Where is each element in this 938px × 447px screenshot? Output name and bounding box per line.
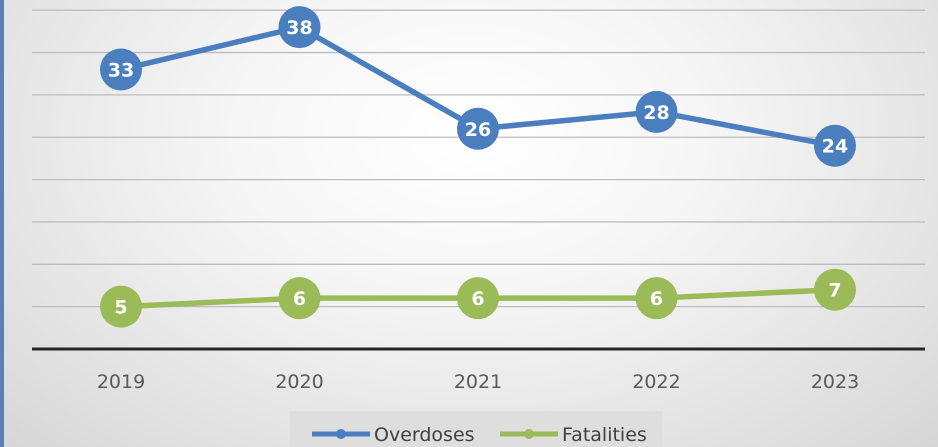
data-label: 6: [471, 288, 484, 310]
legend-item-fatalities: Fatalities: [500, 424, 647, 446]
series-layer: 33 38 26 28 24 5 6 6 6 7: [100, 6, 856, 328]
data-point: [635, 277, 678, 320]
legend-label: Overdoses: [374, 424, 475, 446]
data-label: 38: [286, 17, 312, 39]
data-label: 28: [643, 102, 669, 124]
data-point: [278, 277, 321, 320]
legend-background: [290, 411, 662, 447]
legend: Overdoses Fatalities: [312, 424, 647, 446]
data-point: [457, 107, 499, 150]
x-tick-label: 2019: [97, 371, 145, 393]
data-point: [814, 124, 856, 167]
data-point: [100, 285, 142, 328]
series-overdoses: 33 38 26 28 24: [100, 6, 856, 167]
legend-marker: [524, 429, 534, 439]
data-label: 26: [465, 119, 491, 141]
gridlines: [32, 9, 925, 308]
data-label: 7: [828, 280, 841, 302]
data-label: 24: [822, 136, 848, 158]
x-axis: 2019 2020 2021 2022 2023: [32, 347, 925, 393]
data-point: [457, 277, 499, 320]
data-label: 6: [650, 288, 663, 310]
data-point: [635, 90, 678, 133]
series-fatalities: 5 6 6 6 7: [100, 268, 856, 328]
data-label: 5: [114, 297, 127, 319]
x-tick-label: 2023: [811, 371, 859, 393]
data-point: [278, 6, 321, 49]
data-point: [100, 48, 142, 91]
data-label: 33: [108, 59, 134, 81]
legend-label: Fatalities: [562, 424, 647, 446]
data-label: 6: [293, 288, 306, 310]
x-tick-label: 2022: [632, 371, 680, 393]
x-tick-label: 2021: [454, 371, 502, 393]
legend-marker: [336, 429, 346, 439]
left-border: [0, 0, 4, 447]
x-tick-label: 2020: [275, 371, 323, 393]
data-point: [814, 268, 856, 311]
legend-item-overdoses: Overdoses: [312, 424, 475, 446]
